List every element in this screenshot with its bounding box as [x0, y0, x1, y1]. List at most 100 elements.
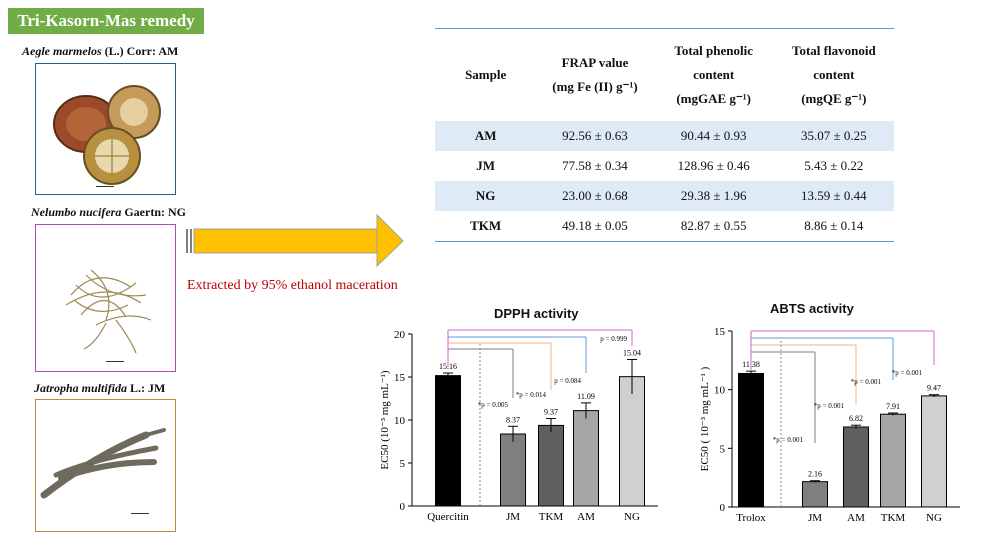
plant-suffix-jm: L.: JM	[127, 381, 166, 395]
header-line: (mgQE g⁻¹)	[801, 91, 867, 106]
category-label: Trolox	[736, 512, 766, 524]
y-tick-label: 10	[714, 385, 726, 397]
header-phenolic: Total phenolic content (mgGAE g⁻¹)	[654, 29, 774, 122]
bar	[500, 433, 526, 507]
table-cell: TKM	[470, 218, 502, 233]
table-cell: 49.18 ± 0.05	[562, 218, 628, 233]
bar	[921, 395, 947, 508]
table-cell: 13.59 ± 0.44	[773, 181, 894, 211]
p-value-annotation: *p = 0.001	[814, 402, 845, 410]
table-cell: 90.44 ± 0.93	[653, 121, 774, 151]
scale-bar	[106, 361, 124, 362]
value-label: 2.16	[808, 470, 822, 479]
category-label: TKM	[539, 511, 564, 523]
aegle-slices-icon	[53, 85, 161, 185]
value-label: 8.37	[506, 415, 520, 424]
antioxidant-table: Sample FRAP value (mg Fe (II) g⁻¹) Total…	[435, 28, 894, 242]
table-cell: 8.86 ± 0.14	[804, 218, 864, 233]
extraction-label: Extracted by 95% ethanol maceration	[187, 278, 398, 293]
y-tick-label: 10	[394, 415, 406, 427]
scale-bar	[96, 186, 114, 187]
plant-image-ng	[35, 224, 176, 372]
y-axis-label: EC50 ( 10⁻³ mg mL⁻¹ )	[699, 366, 711, 471]
dpph-chart-title: DPPH activity	[494, 306, 579, 321]
value-label: 9.37	[544, 408, 558, 417]
table-cell: 29.38 ± 1.96	[653, 181, 774, 211]
y-tick-label: 5	[400, 458, 406, 470]
p-value-annotation: *p = 0.001	[892, 369, 923, 377]
bar	[538, 424, 564, 507]
table-header-row: Sample FRAP value (mg Fe (II) g⁻¹) Total…	[435, 29, 894, 122]
table-cell: 128.96 ± 0.46	[677, 158, 750, 173]
value-label: 9.47	[927, 384, 941, 393]
nelumbo-fibers-icon	[65, 269, 152, 354]
plant-caption-am: Aegle marmelos (L.) Corr: AM	[22, 44, 178, 59]
plant-suffix-ng: Gaertn: NG	[121, 205, 186, 219]
y-tick-label: 5	[720, 443, 726, 455]
y-tick-label: 15	[394, 372, 406, 384]
header-line: Sample	[465, 67, 507, 82]
y-tick-label: 15	[714, 326, 726, 338]
table-cell: 35.07 ± 0.25	[773, 121, 894, 151]
value-label: 11.09	[577, 392, 595, 401]
remedy-title: Tri-Kasorn-Mas remedy	[8, 8, 204, 34]
p-value-annotation: p = 0.084	[554, 377, 581, 385]
bar	[880, 413, 906, 508]
table-row: JM 77.58 ± 0.34 128.96 ± 0.46 5.43 ± 0.2…	[435, 151, 894, 181]
abts-chart-title: ABTS activity	[770, 301, 854, 316]
plant-name-jm: Jatropha multifida	[34, 381, 128, 395]
p-value-annotation: *p = 0.014	[516, 391, 547, 399]
bar	[573, 410, 599, 507]
table-cell: AM	[435, 121, 537, 151]
plant-image-jm	[35, 399, 176, 532]
jatropha-stems-icon	[40, 428, 166, 499]
category-label: NG	[926, 512, 942, 524]
header-frap: FRAP value (mg Fe (II) g⁻¹)	[536, 29, 653, 122]
y-tick-label: 0	[400, 501, 406, 513]
header-line: FRAP value	[561, 55, 629, 70]
plant-image-am	[35, 63, 176, 195]
category-label: Quercitin	[427, 511, 469, 523]
value-label: 15.04	[623, 348, 641, 357]
plant-caption-ng: Nelumbo nucifera Gaertn: NG	[31, 205, 186, 220]
header-sample: Sample	[435, 29, 536, 122]
value-label: 7.91	[886, 402, 900, 411]
table-row: AM 92.56 ± 0.63 90.44 ± 0.93 35.07 ± 0.2…	[435, 121, 894, 151]
header-line: content	[813, 67, 855, 82]
p-value-annotation: *p = 0.001	[773, 436, 804, 444]
table-cell: NG	[435, 181, 537, 211]
table-cell: 23.00 ± 0.68	[536, 181, 654, 211]
bar	[619, 376, 645, 507]
category-label: NG	[624, 511, 640, 523]
p-value-annotation: *p = 0.005	[478, 401, 509, 409]
arrow-right-icon	[186, 213, 404, 268]
table-cell: 92.56 ± 0.63	[536, 121, 654, 151]
extraction-arrow	[183, 213, 408, 273]
table-cell: 77.58 ± 0.34	[562, 158, 628, 173]
category-label: TKM	[881, 512, 906, 524]
y-tick-label: 20	[394, 329, 406, 341]
category-label: JM	[506, 511, 520, 523]
p-value-annotation: p = 0.999	[600, 335, 627, 343]
header-line: Total flavonoid	[792, 43, 876, 58]
header-line: Total phenolic	[674, 43, 753, 58]
plant-name-ng: Nelumbo nucifera	[31, 205, 122, 219]
bar	[843, 426, 869, 508]
header-line: (mg Fe (II) g⁻¹)	[552, 79, 638, 94]
header-line: content	[693, 67, 735, 82]
category-label: AM	[847, 512, 865, 524]
bar	[738, 372, 764, 508]
header-flavonoid: Total flavonoid content (mgQE g⁻¹)	[774, 29, 894, 122]
p-value-annotation: *p = 0.001	[851, 378, 882, 386]
scale-bar	[131, 513, 149, 514]
y-tick-label: 0	[720, 502, 726, 514]
value-label: 6.82	[849, 414, 863, 423]
category-label: JM	[808, 512, 822, 524]
plant-suffix-am: (L.) Corr: AM	[101, 44, 179, 58]
table-cell: JM	[476, 158, 496, 173]
category-label: AM	[577, 511, 595, 523]
table-row: TKM 49.18 ± 0.05 82.87 ± 0.55 8.86 ± 0.1…	[435, 211, 894, 242]
table-row: NG 23.00 ± 0.68 29.38 ± 1.96 13.59 ± 0.4…	[435, 181, 894, 211]
bar	[435, 375, 461, 507]
